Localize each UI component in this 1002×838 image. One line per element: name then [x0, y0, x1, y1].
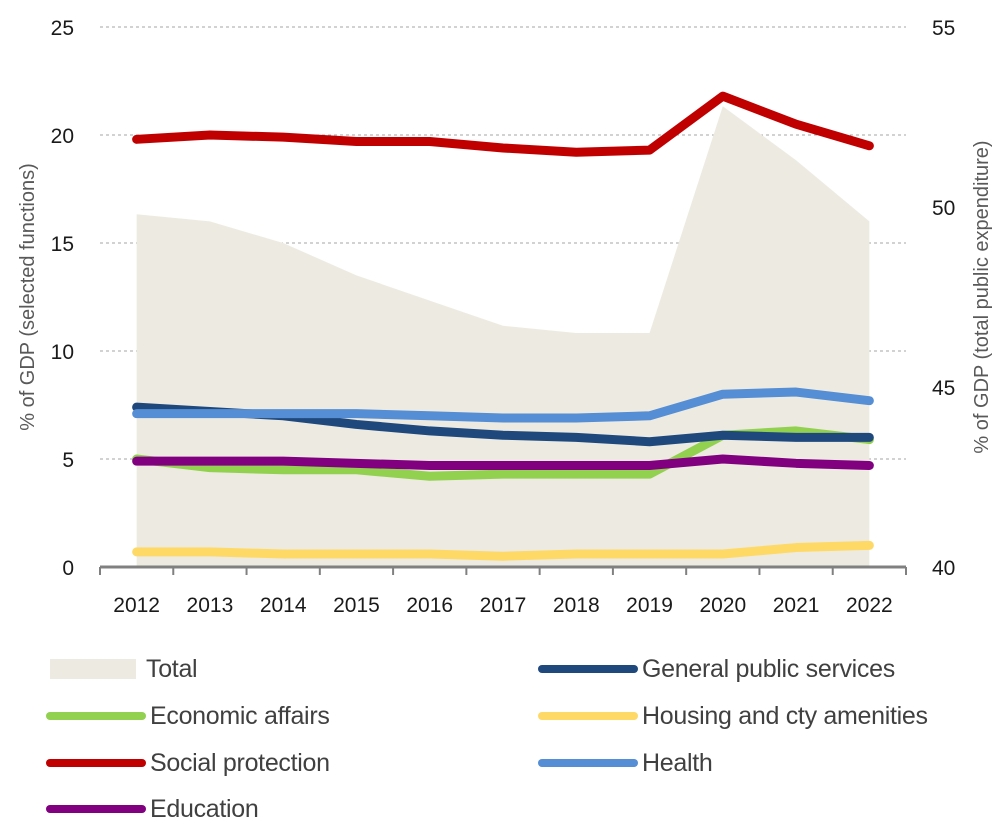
line-social-protection [132, 91, 874, 157]
y-axis-right: 40 45 50 55 [932, 17, 955, 580]
x-tick-label: 2019 [626, 594, 673, 617]
x-tick-label: 2013 [187, 594, 234, 617]
legend-item-general-public-services: General public services [538, 654, 895, 684]
x-tick-label: 2012 [113, 594, 160, 617]
legend-item-health: Health [538, 748, 713, 778]
y-tick-label-right: 55 [932, 17, 955, 40]
legend-item-total: Total [0, 654, 198, 684]
legend-label: Education [150, 794, 259, 823]
y-axis-right-title: % of GDP (total public expenditure) [971, 140, 993, 453]
legend-label: General public services [642, 654, 895, 683]
legend-label: Total [146, 654, 198, 683]
legend-item-housing: Housing and cty amenities [538, 701, 928, 731]
x-tick-label: 2022 [846, 594, 893, 617]
y-tick-label-right: 50 [932, 197, 955, 220]
x-tick-label: 2014 [260, 594, 307, 617]
y-axis-left-title: % of GDP (selected functions) [17, 163, 39, 431]
y-axis-left: 0 5 10 15 20 25 [51, 17, 74, 580]
legend-swatch-education [46, 805, 146, 813]
x-tick-label: 2015 [333, 594, 380, 617]
x-tick-label: 2018 [553, 594, 600, 617]
x-tick-label: 2020 [699, 594, 746, 617]
legend-label: Social protection [150, 748, 330, 777]
legend-item-economic-affairs: Economic affairs [46, 701, 330, 731]
legend-item-social-protection: Social protection [46, 748, 330, 778]
legend-swatch-total [50, 659, 136, 679]
legend: Total General public services Economic a… [0, 640, 1002, 838]
y-tick-label-left: 10 [51, 341, 74, 364]
line-health [132, 387, 874, 423]
x-tick-label: 2021 [773, 594, 820, 617]
y-tick-label-left: 20 [51, 125, 74, 148]
line-education [132, 454, 874, 470]
x-axis: 2012 2013 2014 2015 2016 2017 2018 2019 2020 2021… [99, 565, 907, 617]
legend-swatch-economic-affairs [46, 712, 146, 720]
legend-swatch-health [538, 759, 638, 767]
legend-label: Housing and cty amenities [642, 701, 928, 730]
series-lines [132, 91, 874, 561]
chart: 2012 2013 2014 2015 2016 2017 2018 2019 2020 2021… [17, 17, 993, 617]
y-tick-label-left: 15 [51, 233, 74, 256]
line-housing [132, 540, 874, 561]
y-tick-label-right: 45 [932, 377, 955, 400]
legend-swatch-social-protection [46, 759, 146, 767]
legend-label: Health [642, 748, 713, 777]
area-total [136, 106, 870, 567]
legend-label: Economic affairs [150, 701, 330, 730]
y-tick-label-left: 5 [62, 449, 74, 472]
y-tick-label-left: 0 [62, 557, 74, 580]
x-tick-label: 2017 [480, 594, 527, 617]
y-tick-label-right: 40 [932, 557, 955, 580]
legend-swatch-housing [538, 712, 638, 720]
x-tick-label: 2016 [406, 594, 453, 617]
legend-swatch-general-public-services [538, 665, 638, 673]
y-tick-label-left: 25 [51, 17, 74, 40]
legend-item-education: Education [46, 794, 259, 824]
